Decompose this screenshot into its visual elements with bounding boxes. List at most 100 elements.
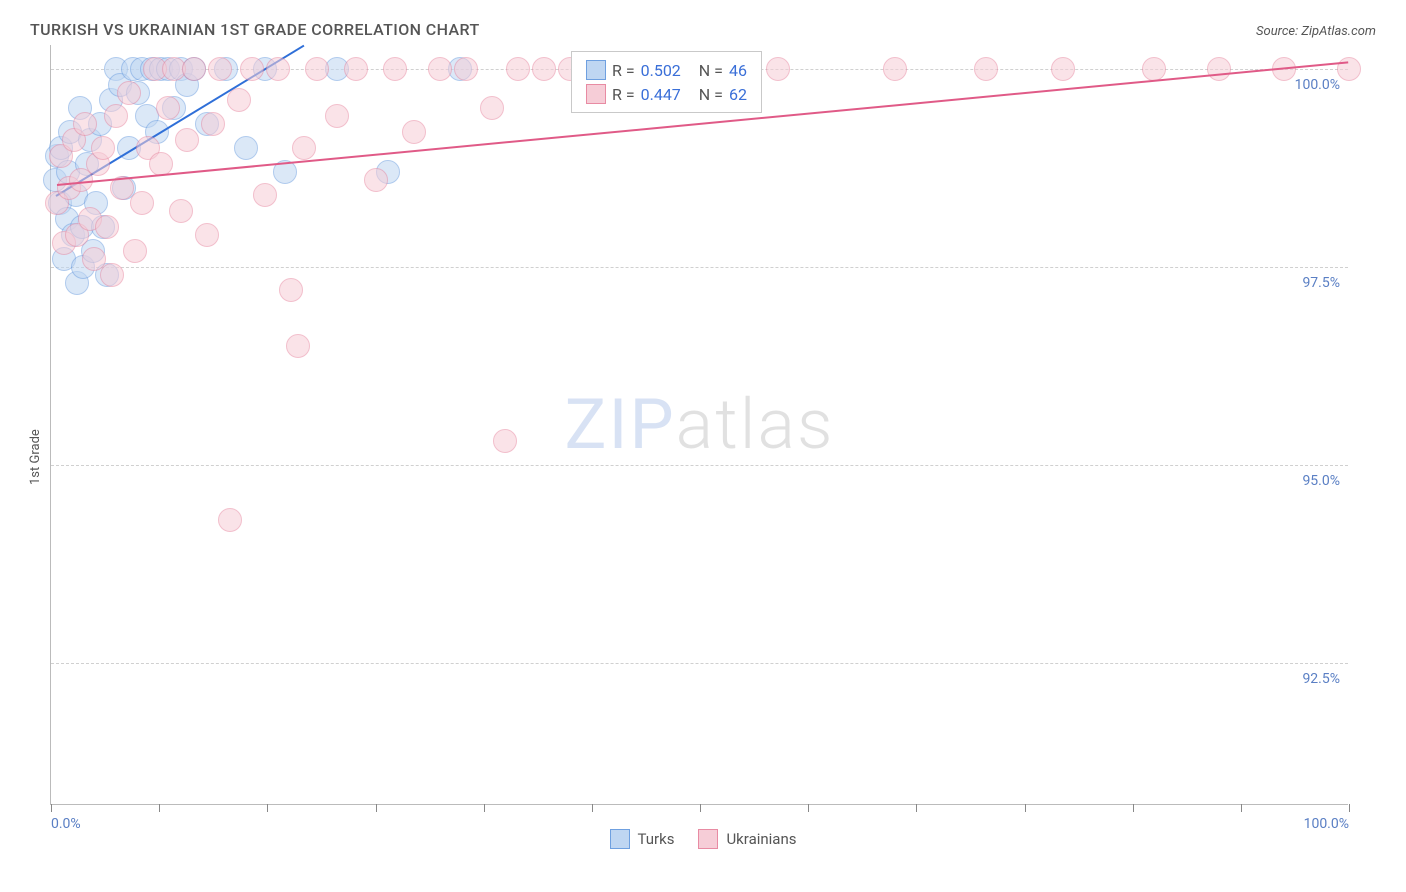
scatter-point-ukrainians (279, 278, 303, 302)
x-tick (1133, 804, 1134, 812)
x-tick (592, 804, 593, 812)
scatter-point-ukrainians (1207, 57, 1231, 81)
watermark-zip: ZIP (565, 384, 676, 466)
scatter-point-turks (104, 57, 128, 81)
y-tick-label: 97.5% (1302, 275, 1340, 291)
scatter-point-turks (325, 57, 349, 81)
scatter-point-ukrainians (100, 263, 124, 287)
legend-label: Ukrainians (726, 830, 796, 848)
scatter-point-ukrainians (364, 168, 388, 192)
scatter-point-ukrainians (95, 215, 119, 239)
y-tick-label: 100.0% (1295, 77, 1340, 93)
scatter-point-ukrainians (110, 176, 134, 200)
stat-r-value: 0.447 (641, 85, 681, 104)
scatter-point-turks (145, 120, 169, 144)
scatter-point-turks (78, 128, 102, 152)
plot-area: ZIPatlas 92.5%95.0%97.5%100.0%0.0%100.0%… (50, 45, 1348, 805)
stat-label: N = (699, 61, 723, 80)
scatter-point-ukrainians (227, 88, 251, 112)
scatter-point-turks (95, 263, 119, 287)
stat-n-value: 46 (729, 61, 747, 80)
scatter-point-turks (49, 136, 73, 160)
scatter-point-turks (65, 271, 89, 295)
x-tick (916, 804, 917, 812)
scatter-point-turks (48, 191, 72, 215)
x-tick (808, 804, 809, 812)
scatter-point-turks (126, 81, 150, 105)
swatch-icon (586, 84, 606, 104)
scatter-point-turks (182, 57, 206, 81)
scatter-point-turks (273, 160, 297, 184)
stat-label: R = (612, 61, 635, 80)
scatter-point-ukrainians (136, 136, 160, 160)
legend-item: Ukrainians (698, 829, 796, 849)
scatter-point-ukrainians (69, 168, 93, 192)
chart-wrapper: 1st Grade ZIPatlas 92.5%95.0%97.5%100.0%… (30, 45, 1376, 849)
scatter-point-ukrainians (480, 96, 504, 120)
scatter-point-ukrainians (1337, 57, 1361, 81)
scatter-point-ukrainians (253, 183, 277, 207)
y-axis-label: 1st Grade (28, 429, 43, 485)
scatter-point-ukrainians (57, 176, 81, 200)
x-tick (51, 804, 52, 812)
stat-n-value: 62 (729, 85, 747, 104)
scatter-point-ukrainians (883, 57, 907, 81)
scatter-point-turks (75, 152, 99, 176)
scatter-point-turks (117, 136, 141, 160)
scatter-point-ukrainians (62, 128, 86, 152)
scatter-point-turks (175, 73, 199, 97)
watermark-atlas: atlas (676, 384, 835, 466)
scatter-point-turks (121, 57, 145, 81)
scatter-point-turks (376, 160, 400, 184)
scatter-point-ukrainians (1142, 57, 1166, 81)
stats-box: R = 0.502N = 46R = 0.447N = 62 (571, 51, 762, 113)
scatter-point-ukrainians (182, 57, 206, 81)
gridline (51, 465, 1348, 466)
scatter-point-ukrainians (766, 57, 790, 81)
scatter-point-turks (112, 176, 136, 200)
scatter-point-ukrainians (493, 429, 517, 453)
swatch-icon (610, 829, 630, 849)
scatter-point-ukrainians (218, 508, 242, 532)
scatter-point-turks (156, 57, 180, 81)
scatter-point-ukrainians (104, 104, 128, 128)
scatter-point-turks (149, 57, 173, 81)
scatter-point-ukrainians (201, 112, 225, 136)
page: TURKISH VS UKRAINIAN 1ST GRADE CORRELATI… (0, 0, 1406, 892)
scatter-point-turks (61, 223, 85, 247)
x-tick (700, 804, 701, 812)
scatter-point-ukrainians (1051, 57, 1075, 81)
scatter-point-ukrainians (266, 57, 290, 81)
scatter-point-ukrainians (454, 57, 478, 81)
scatter-point-ukrainians (117, 81, 141, 105)
scatter-point-turks (195, 112, 219, 136)
swatch-icon (698, 829, 718, 849)
series-legend: TurksUkrainians (30, 829, 1376, 849)
x-tick (1025, 804, 1026, 812)
scatter-point-ukrainians (175, 128, 199, 152)
swatch-icon (586, 60, 606, 80)
scatter-point-turks (68, 96, 92, 120)
scatter-point-ukrainians (52, 231, 76, 255)
scatter-point-ukrainians (78, 207, 102, 231)
scatter-point-turks (55, 207, 79, 231)
scatter-point-ukrainians (325, 104, 349, 128)
x-tick (1349, 804, 1350, 812)
scatter-point-turks (91, 215, 115, 239)
scatter-point-ukrainians (86, 152, 110, 176)
scatter-point-ukrainians (123, 239, 147, 263)
scatter-point-ukrainians (402, 120, 426, 144)
scatter-point-turks (70, 215, 94, 239)
scatter-point-turks (253, 57, 277, 81)
scatter-point-turks (84, 191, 108, 215)
chart-title: TURKISH VS UKRAINIAN 1ST GRADE CORRELATI… (30, 20, 480, 39)
scatter-point-turks (108, 73, 132, 97)
scatter-point-ukrainians (532, 57, 556, 81)
scatter-point-turks (130, 57, 154, 81)
y-tick-label: 92.5% (1302, 671, 1340, 687)
scatter-point-ukrainians (286, 334, 310, 358)
scatter-point-turks (140, 57, 164, 81)
scatter-point-ukrainians (383, 57, 407, 81)
scatter-point-ukrainians (169, 199, 193, 223)
gridline (51, 267, 1348, 268)
